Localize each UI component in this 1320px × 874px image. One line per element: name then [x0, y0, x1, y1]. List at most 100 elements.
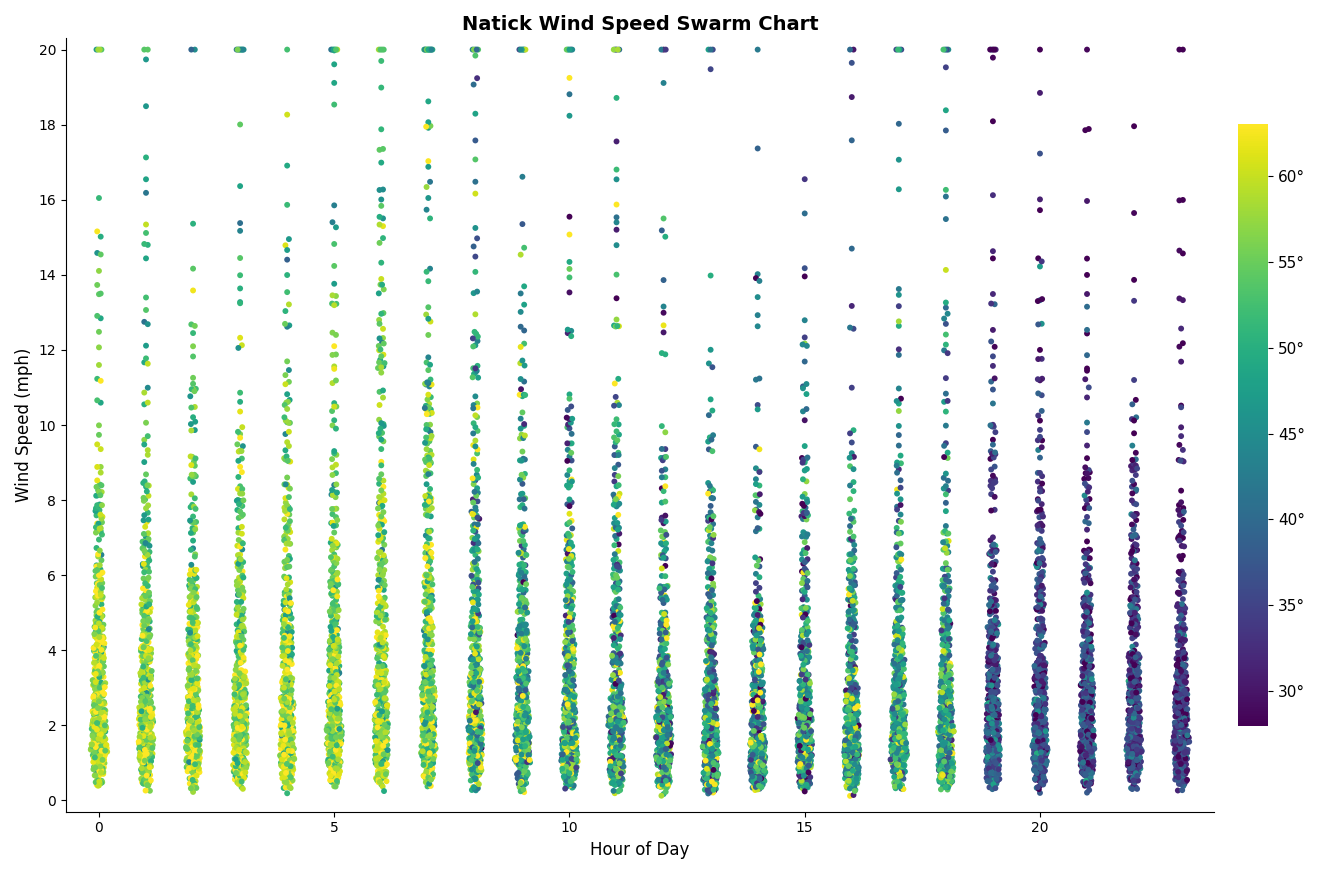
Point	[471, 741, 492, 755]
Point	[838, 768, 859, 782]
Point	[422, 711, 444, 725]
Point	[517, 642, 539, 656]
Point	[371, 752, 392, 766]
Point	[1074, 732, 1096, 746]
Point	[891, 621, 912, 635]
Point	[841, 691, 862, 705]
Point	[511, 623, 532, 637]
Point	[228, 760, 249, 774]
Point	[183, 718, 205, 732]
Point	[605, 656, 626, 670]
Point	[180, 572, 201, 586]
Point	[887, 736, 908, 750]
Point	[989, 730, 1010, 744]
Point	[319, 606, 341, 620]
Point	[884, 691, 906, 705]
Point	[141, 740, 162, 754]
Point	[463, 755, 484, 769]
Point	[465, 524, 486, 538]
Point	[463, 601, 484, 615]
Point	[554, 642, 576, 656]
Point	[412, 712, 433, 726]
Point	[989, 740, 1010, 754]
Point	[609, 756, 630, 770]
Point	[793, 683, 814, 697]
Point	[883, 758, 904, 772]
Point	[565, 762, 586, 776]
Point	[698, 765, 719, 779]
Point	[845, 621, 866, 635]
Point	[376, 774, 397, 788]
Point	[178, 759, 199, 773]
Point	[841, 603, 862, 617]
Point	[276, 697, 297, 711]
Point	[467, 543, 488, 557]
Point	[602, 766, 623, 780]
Point	[232, 782, 253, 796]
Point	[416, 496, 437, 510]
Point	[838, 749, 859, 763]
Point	[186, 676, 207, 690]
Point	[232, 711, 253, 725]
Point	[467, 517, 488, 531]
Point	[370, 385, 391, 399]
Point	[421, 682, 442, 696]
Point	[1071, 728, 1092, 742]
Point	[894, 749, 915, 763]
Point	[279, 704, 300, 718]
Point	[704, 683, 725, 697]
Point	[272, 649, 293, 663]
Point	[321, 713, 342, 727]
Point	[841, 576, 862, 590]
Point	[653, 517, 675, 531]
Point	[800, 760, 821, 774]
Point	[564, 720, 585, 734]
Point	[791, 756, 812, 770]
Point	[465, 714, 486, 728]
Point	[226, 716, 247, 730]
Point	[227, 696, 248, 710]
Point	[607, 704, 628, 718]
Point	[228, 693, 249, 707]
Point	[981, 296, 1002, 310]
Point	[87, 699, 108, 713]
Point	[929, 732, 950, 746]
Point	[329, 675, 350, 689]
Point	[1027, 634, 1048, 648]
Point	[90, 621, 111, 635]
Point	[1173, 742, 1195, 756]
Point	[606, 760, 627, 774]
Point	[87, 701, 108, 715]
Point	[1077, 756, 1098, 770]
Point	[272, 693, 293, 707]
Point	[891, 633, 912, 647]
Point	[562, 742, 583, 756]
Point	[90, 730, 111, 744]
Point	[1166, 710, 1187, 724]
Point	[607, 649, 628, 663]
Point	[139, 774, 160, 788]
Point	[135, 672, 156, 686]
Point	[744, 771, 766, 785]
Point	[516, 635, 537, 649]
Point	[557, 468, 578, 482]
Point	[1031, 696, 1052, 710]
Point	[606, 267, 627, 281]
Point	[647, 676, 668, 690]
Point	[272, 704, 293, 718]
Point	[1170, 676, 1191, 690]
Point	[327, 602, 348, 616]
Point	[978, 629, 999, 643]
Point	[1170, 533, 1191, 547]
Point	[281, 720, 302, 734]
Point	[374, 698, 395, 712]
Point	[275, 732, 296, 746]
Point	[420, 766, 441, 780]
Point	[275, 733, 296, 747]
Point	[513, 749, 535, 763]
Point	[1031, 388, 1052, 402]
Point	[935, 750, 956, 764]
Point	[1173, 698, 1195, 712]
Point	[515, 467, 536, 481]
Point	[372, 722, 393, 736]
